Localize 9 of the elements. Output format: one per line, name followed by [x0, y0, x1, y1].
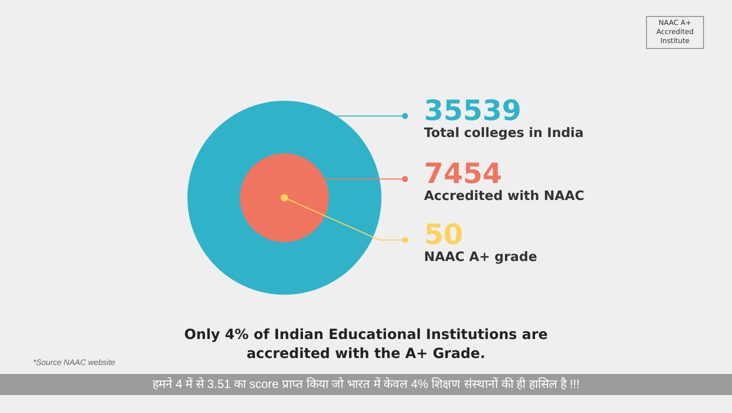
text: *Source NAAC website — [33, 358, 116, 367]
data-label: 7454 — [424, 157, 503, 190]
data-label: 35539 — [424, 94, 522, 127]
category-label: NAAC A+ grade — [424, 250, 538, 266]
category-label: Total colleges in India — [424, 126, 584, 142]
category-label: Accredited with NAAC — [424, 189, 584, 205]
data-label: 50 — [424, 218, 464, 251]
text: Only 4% of Indian Educational Institutions are accredited with the A+ Grade. — [183, 326, 549, 364]
text: हमने 4 में से 3.51 का score प्राप्त किया जो भारत में केवल 4% शिक्षण संस्थानों की ही हासिल है !!! — [0, 374, 732, 395]
